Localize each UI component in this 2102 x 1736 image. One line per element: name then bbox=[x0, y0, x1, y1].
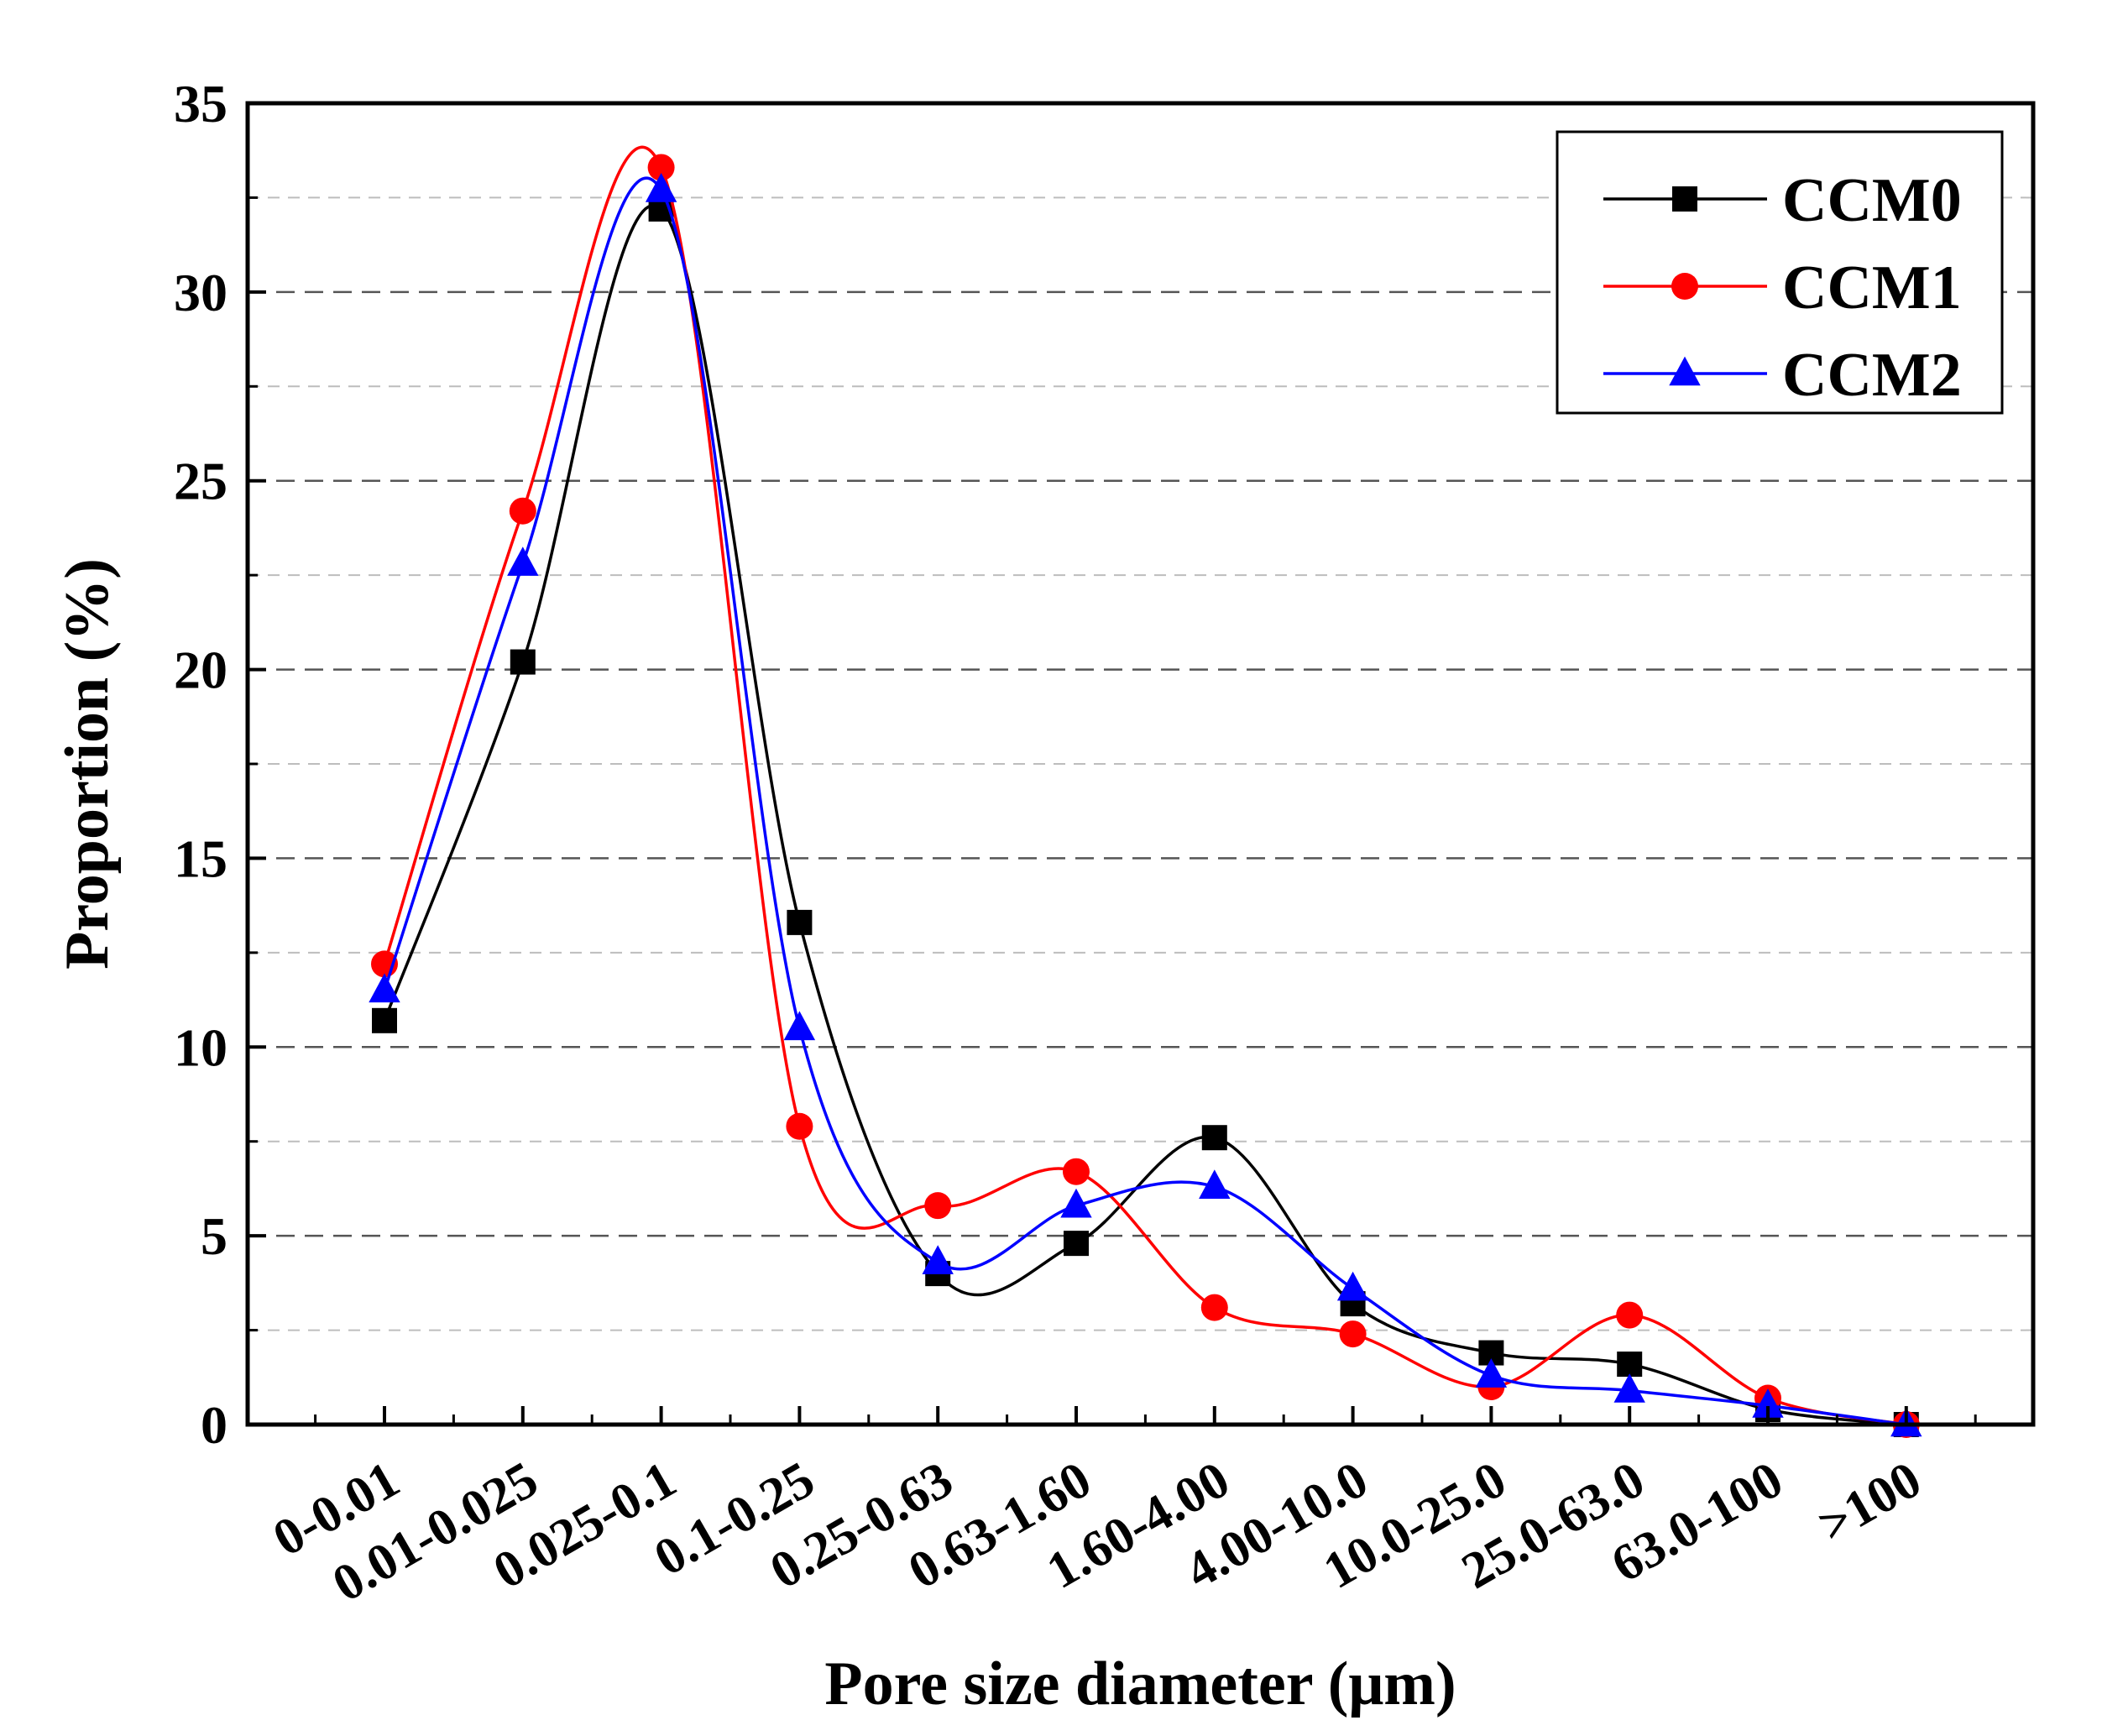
legend-marker-triangle bbox=[1669, 356, 1701, 386]
data-point-ccm2 bbox=[369, 973, 400, 1003]
series-line-ccm2 bbox=[383, 176, 1907, 1426]
data-point-ccm0 bbox=[1201, 1125, 1227, 1151]
legend-marker-circle bbox=[1671, 273, 1698, 300]
data-point-ccm1 bbox=[786, 1112, 813, 1140]
data-point-ccm2 bbox=[507, 546, 539, 576]
legend-label: CCM1 bbox=[1782, 254, 1962, 322]
series-layer bbox=[369, 145, 1922, 1438]
data-point-ccm1 bbox=[1616, 1301, 1644, 1329]
y-tick-label: 10 bbox=[174, 1017, 227, 1077]
y-tick-label: 30 bbox=[174, 263, 227, 322]
legend: CCM0 CCM1 CCM2 bbox=[1556, 130, 2004, 415]
legend-box bbox=[1556, 130, 2004, 415]
legend-marker-square bbox=[1672, 186, 1697, 212]
y-tick-label: 25 bbox=[174, 452, 227, 511]
data-point-ccm2 bbox=[922, 1245, 954, 1274]
data-point-ccm1 bbox=[509, 497, 536, 525]
data-point-ccm1 bbox=[1063, 1158, 1090, 1185]
y-tick-label: 5 bbox=[201, 1206, 227, 1266]
legend-item-ccm0: CCM0 bbox=[1603, 166, 1962, 235]
data-point-ccm0 bbox=[510, 649, 536, 675]
series-line-ccm0 bbox=[383, 204, 1906, 1426]
y-tick-label: 15 bbox=[174, 829, 227, 888]
data-point-ccm0 bbox=[1064, 1231, 1089, 1257]
data-point-ccm2 bbox=[645, 173, 677, 202]
data-point-ccm2 bbox=[1060, 1188, 1092, 1218]
data-point-ccm0 bbox=[1617, 1352, 1643, 1378]
data-point-ccm2 bbox=[1199, 1169, 1231, 1199]
legend-item-ccm2: CCM2 bbox=[1603, 341, 1962, 410]
legend-item-ccm1: CCM1 bbox=[1603, 254, 1962, 322]
series-ccm2 bbox=[369, 173, 1922, 1437]
data-point-ccm1 bbox=[647, 154, 675, 181]
series-ccm1 bbox=[371, 145, 1920, 1438]
y-tick-label: 0 bbox=[201, 1395, 227, 1455]
legend-label: CCM0 bbox=[1782, 166, 1962, 235]
legend-label: CCM2 bbox=[1782, 341, 1962, 410]
data-point-ccm2 bbox=[1752, 1388, 1784, 1418]
y-tick-label: 35 bbox=[174, 74, 227, 133]
data-point-ccm2 bbox=[783, 1011, 816, 1041]
data-point-ccm2 bbox=[1475, 1358, 1508, 1388]
x-axis-title: Pore size diameter (μm) bbox=[824, 1650, 1456, 1718]
data-point-ccm2 bbox=[1336, 1271, 1369, 1301]
data-point-ccm0 bbox=[787, 909, 813, 935]
data-point-ccm2 bbox=[1613, 1373, 1645, 1403]
y-tick-label: 20 bbox=[174, 641, 227, 700]
data-point-ccm1 bbox=[1339, 1320, 1367, 1348]
y-axis-title: Proportion (%) bbox=[53, 558, 122, 970]
data-point-ccm1 bbox=[924, 1192, 952, 1220]
grid-lines bbox=[248, 196, 2033, 1331]
data-point-ccm0 bbox=[372, 1007, 397, 1033]
data-point-ccm1 bbox=[1200, 1294, 1228, 1321]
